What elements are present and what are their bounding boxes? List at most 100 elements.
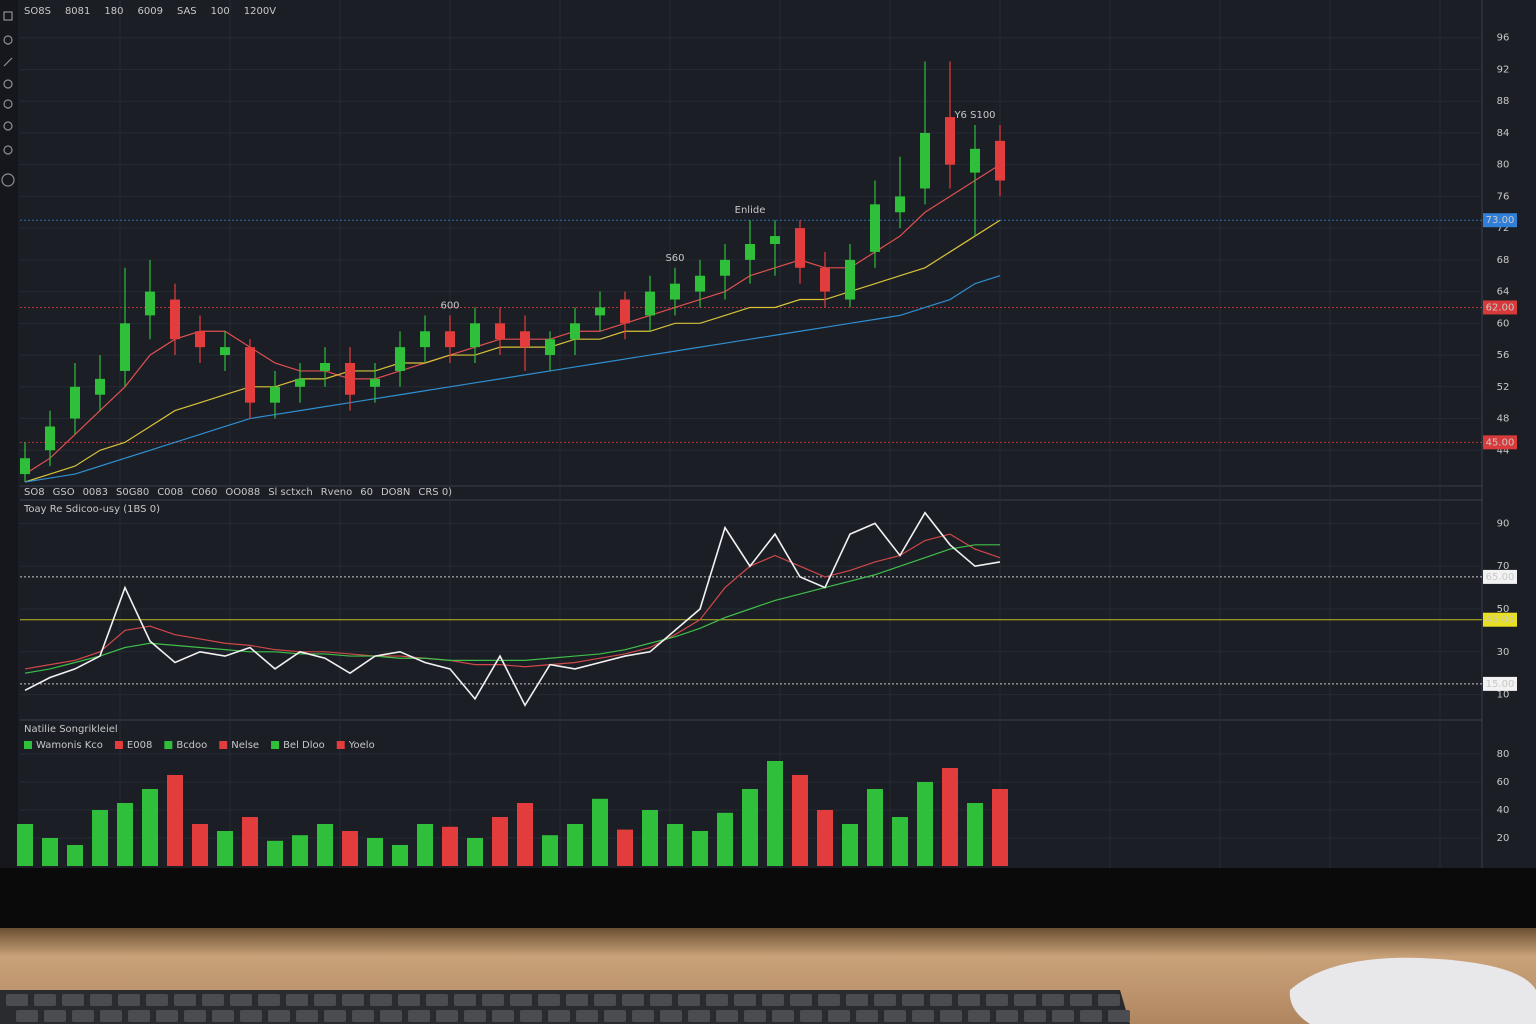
legend-text: Bcdoo: [176, 740, 207, 751]
key: [520, 1010, 542, 1022]
tool-icon[interactable]: [3, 11, 13, 21]
tool-icon[interactable]: [3, 99, 13, 109]
annotation: S60: [665, 253, 684, 264]
legend-text: 60: [360, 487, 373, 498]
key: [184, 1010, 206, 1022]
annotation: 600: [440, 300, 459, 311]
key: [828, 1010, 850, 1022]
tool-icon[interactable]: [3, 121, 13, 131]
candle-body: [145, 291, 155, 316]
key: [34, 994, 56, 1006]
candle-body: [770, 236, 780, 244]
candle-body: [595, 307, 605, 316]
key: [174, 994, 196, 1006]
header-item: 1200V: [244, 6, 276, 17]
volume-bar: [892, 817, 908, 866]
legend-text: Bel Dloo: [283, 740, 325, 751]
candle-body: [970, 148, 980, 173]
key: [604, 1010, 626, 1022]
annotation: Y6 S100: [953, 110, 995, 121]
y-tick-label: 68: [1497, 255, 1510, 266]
key: [884, 1010, 906, 1022]
volume-bar: [17, 824, 33, 866]
key: [44, 1010, 66, 1022]
key: [650, 994, 672, 1006]
volume-bar: [67, 845, 83, 866]
y-tick-label: 76: [1497, 191, 1510, 202]
key: [100, 1010, 122, 1022]
volume-bar: [742, 789, 758, 866]
indicator-line: [24, 219, 1001, 483]
tool-icon[interactable]: [3, 79, 13, 89]
legend-text: GSO: [53, 487, 75, 498]
key: [118, 994, 140, 1006]
tool-icon[interactable]: [3, 57, 13, 67]
legend-text: Nelse: [231, 740, 259, 751]
candle-body: [445, 331, 455, 348]
header-item: 8081: [65, 6, 90, 17]
legend-swatch: [271, 741, 280, 749]
legend-text: Rveno: [321, 487, 352, 498]
candle-body: [720, 259, 730, 276]
volume-bar: [642, 810, 658, 866]
legend-swatch: [164, 741, 173, 749]
y-tick-label: 48: [1497, 414, 1510, 425]
key: [678, 994, 700, 1006]
key: [940, 1010, 962, 1022]
level-label: 45.00: [1486, 437, 1515, 448]
candle-body: [45, 426, 55, 451]
key: [986, 994, 1008, 1006]
chart-background: [0, 0, 1536, 870]
candle-body: [545, 339, 555, 356]
legend-text: SO8: [24, 487, 45, 498]
toolbar: [0, 0, 18, 870]
key: [398, 994, 420, 1006]
key: [286, 994, 308, 1006]
y-tick-label: 60: [1497, 777, 1510, 788]
indicator-line: [24, 533, 1001, 670]
key: [454, 994, 476, 1006]
key: [996, 1010, 1018, 1022]
mouse: [1289, 957, 1536, 1024]
level-label: 15.00: [1486, 679, 1515, 690]
volume-bar: [292, 835, 308, 866]
tool-icon[interactable]: [1, 173, 15, 187]
key: [1014, 994, 1036, 1006]
tool-icon[interactable]: [3, 145, 13, 155]
legend-swatch: [219, 741, 228, 749]
key: [296, 1010, 318, 1022]
keyboard-keys: [6, 994, 1130, 1022]
candle-body: [395, 347, 405, 371]
volume-bar: [942, 768, 958, 866]
level-label: 73.00: [1486, 215, 1515, 226]
candle-body: [70, 386, 80, 419]
candle-body: [420, 331, 430, 348]
y-tick-label: 92: [1497, 64, 1510, 75]
vertical-grid: [119, 0, 1441, 868]
legend-text: C060: [191, 487, 217, 498]
key: [538, 994, 560, 1006]
key: [1042, 994, 1064, 1006]
key: [370, 994, 392, 1006]
legend-text: OO088: [225, 487, 260, 498]
volume-bar: [617, 829, 633, 866]
level-tag: [1483, 676, 1517, 691]
candle-body: [170, 299, 180, 340]
volume-bar: [542, 835, 558, 866]
volume-bar: [392, 845, 408, 866]
key: [464, 1010, 486, 1022]
candle-body: [495, 323, 505, 340]
y-tick-label: 30: [1497, 647, 1510, 658]
volume-bar: [217, 831, 233, 866]
candle-body: [370, 378, 380, 387]
key: [314, 994, 336, 1006]
level-label: 65.00: [1486, 572, 1515, 583]
candle-body: [620, 299, 630, 324]
level-tag: [1483, 569, 1517, 584]
key: [492, 1010, 514, 1022]
y-tick-label: 44: [1497, 445, 1510, 456]
key: [258, 994, 280, 1006]
key: [818, 994, 840, 1006]
tool-icon[interactable]: [3, 35, 13, 45]
plot: SO8S 8081 180 6009 SAS 100 1200V SO8 GSO 0083 S0G8…: [17, 6, 1517, 866]
